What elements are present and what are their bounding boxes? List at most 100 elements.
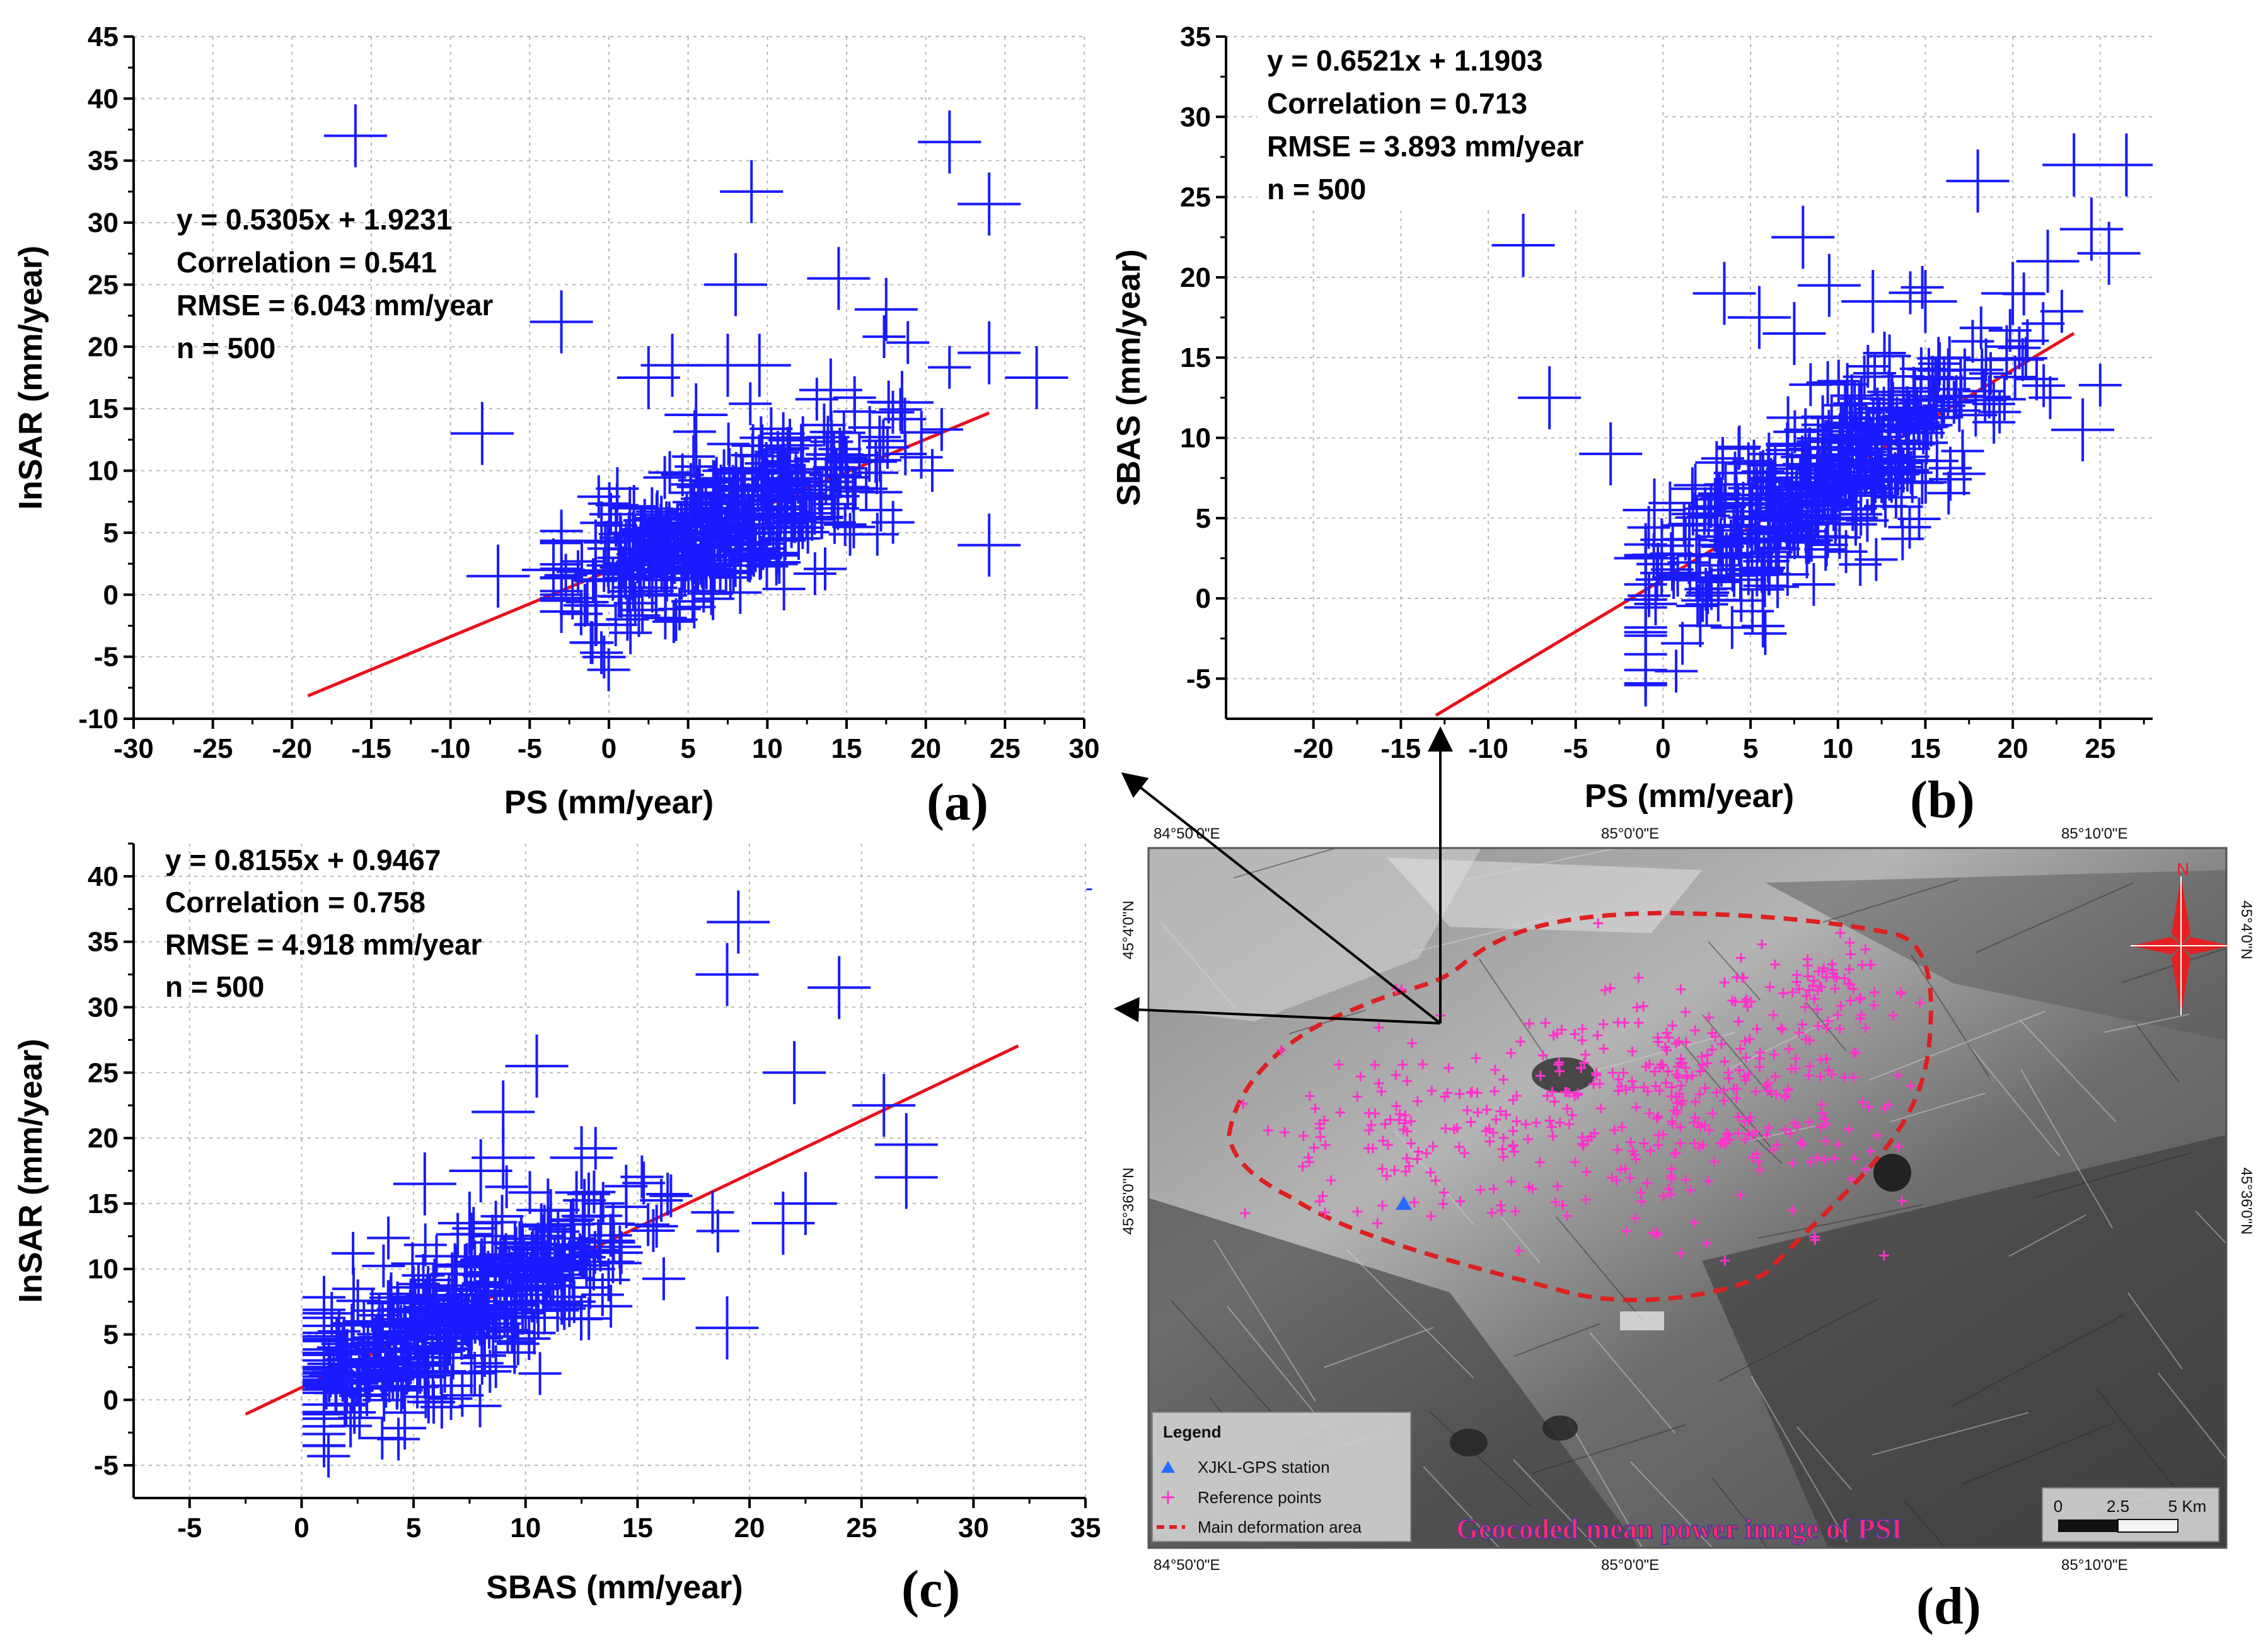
data-point	[1785, 535, 1829, 579]
reference-point	[1412, 1154, 1423, 1165]
scale-label-end: 5 Km	[2168, 1497, 2207, 1516]
reference-point	[1522, 1134, 1533, 1144]
stat-rmse-a: RMSE = 6.043 mm/year	[176, 289, 494, 322]
data-point	[799, 358, 862, 422]
reference-point	[1617, 1122, 1628, 1132]
data-point	[920, 408, 963, 451]
x-tick-label: 30	[958, 1513, 989, 1543]
reference-point	[1681, 1175, 1691, 1185]
reference-point	[1800, 1002, 1810, 1013]
data-point	[616, 346, 680, 409]
reference-point	[1672, 1061, 1683, 1072]
map-field-line	[1410, 915, 1558, 953]
reference-point	[1382, 1171, 1392, 1182]
reference-point	[1426, 1086, 1437, 1096]
reference-point	[1675, 984, 1686, 995]
data-point	[1870, 378, 1913, 421]
map-field-line	[1213, 1239, 1316, 1402]
data-point	[404, 1344, 448, 1387]
reference-point	[1733, 1016, 1744, 1027]
reference-point	[1733, 1128, 1744, 1139]
reference-point	[1675, 1080, 1686, 1091]
reference-point	[1402, 1126, 1413, 1137]
data-point	[1648, 481, 1692, 525]
data-point	[1843, 355, 1886, 398]
x-tick-label: 5	[1743, 733, 1758, 764]
data-point	[1972, 382, 2015, 426]
reference-point	[1400, 1110, 1411, 1121]
data-point	[1929, 458, 1972, 501]
data-point	[852, 1074, 916, 1137]
reference-point	[1694, 1089, 1705, 1100]
y-tick-label: 5	[1196, 503, 1211, 534]
y-tick-label: 25	[88, 1057, 119, 1088]
x-tick-label: 5	[406, 1513, 421, 1543]
reference-point	[1418, 1059, 1428, 1070]
x-tick-label: -15	[351, 733, 391, 764]
reference-point	[1628, 1082, 1639, 1093]
reference-point	[1488, 1183, 1499, 1194]
data-point	[654, 598, 698, 641]
data-point	[2006, 319, 2049, 363]
reference-point	[1732, 972, 1742, 983]
reference-point	[1409, 1197, 1420, 1207]
data-point	[577, 475, 620, 518]
north-arrow-icon	[2131, 876, 2231, 1015]
arrow-to-panel-a	[1121, 772, 1442, 1025]
reference-point	[1827, 965, 1838, 975]
map-pond-1	[1532, 1057, 1595, 1093]
data-point	[474, 1345, 518, 1388]
data-point	[1887, 427, 1930, 470]
data-point	[886, 321, 930, 364]
reference-point	[1860, 944, 1871, 955]
data-point	[695, 456, 738, 500]
reference-point	[1820, 1119, 1831, 1130]
reference-point	[1751, 1149, 1762, 1159]
reference-point	[1305, 1091, 1316, 1101]
reference-point	[1707, 1028, 1718, 1038]
reference-point	[1624, 1173, 1635, 1183]
data-point	[1875, 397, 1919, 440]
grid-a	[133, 36, 1085, 719]
reference-point	[1627, 1046, 1638, 1057]
reference-point	[1822, 1023, 1832, 1033]
reference-point	[1815, 1071, 1825, 1082]
map-frame	[1147, 847, 2228, 1549]
data-point	[1918, 349, 1961, 392]
reference-point	[1491, 1114, 1501, 1125]
reference-point	[1550, 1197, 1561, 1207]
x-tick-label: 5	[680, 733, 695, 764]
data-point	[393, 1152, 456, 1216]
map-pit	[1873, 1154, 1911, 1192]
x-tick-label: -20	[272, 733, 313, 764]
data-point	[674, 445, 718, 489]
data-point	[466, 544, 530, 608]
data-point	[1518, 366, 1582, 429]
y-tick-label: 20	[1180, 262, 1211, 293]
data-point	[2095, 133, 2153, 197]
data-point	[432, 1283, 476, 1327]
data-point	[773, 1171, 837, 1235]
data-point	[1675, 496, 1718, 539]
data-point	[555, 1171, 598, 1214]
data-point	[441, 1374, 484, 1417]
reference-point	[1412, 1096, 1423, 1107]
data-point	[581, 1273, 624, 1316]
reference-point	[1883, 1100, 1894, 1110]
reference-point	[1421, 1148, 1432, 1159]
data-point	[307, 1434, 350, 1478]
x-tick-label: 35	[1070, 1513, 1101, 1543]
panel-label-a: (a)	[927, 773, 988, 832]
data-point	[813, 482, 856, 526]
reference-point	[1790, 1053, 1801, 1064]
data-point	[751, 1192, 815, 1255]
y-tick-label: 0	[103, 579, 119, 610]
reference-point	[1394, 1108, 1405, 1119]
data-point	[411, 1354, 454, 1397]
reference-point	[1510, 1206, 1520, 1217]
data-point	[658, 587, 702, 630]
reference-point	[1570, 1157, 1580, 1168]
data-point	[743, 468, 787, 512]
map-field-line	[1750, 1376, 1848, 1543]
data-point	[1671, 492, 1715, 536]
